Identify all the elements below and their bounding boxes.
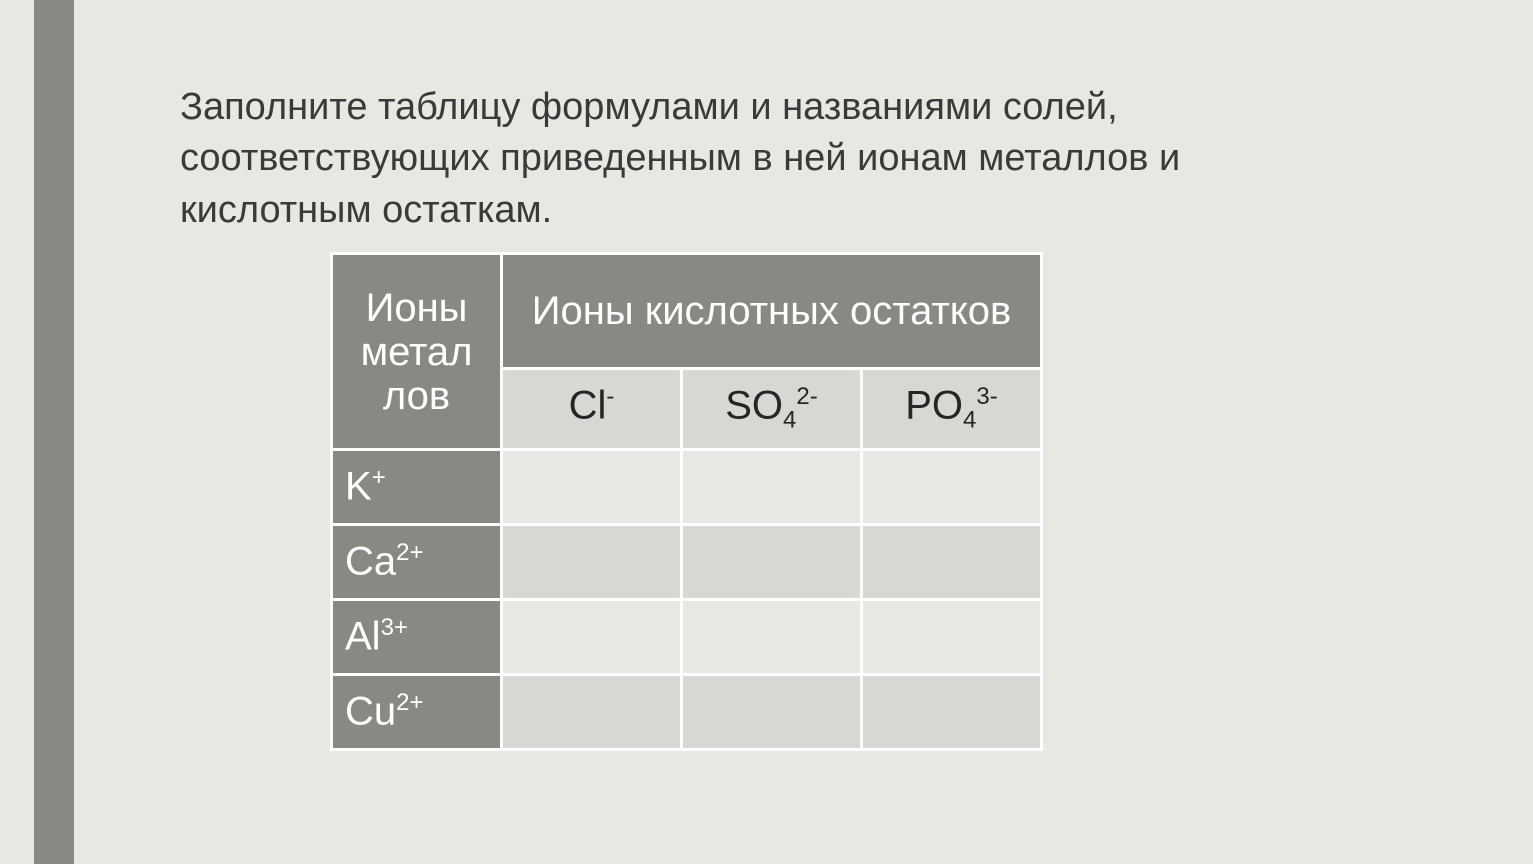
table-cell (682, 450, 862, 525)
ion-sup: - (606, 383, 614, 410)
table-cell (682, 600, 862, 675)
ion-sub: 4 (783, 407, 796, 434)
slide-prompt: Заполните таблицу формулами и названиями… (180, 82, 1380, 236)
ion-sup: + (372, 464, 386, 491)
ion-sub: 4 (963, 407, 976, 434)
table-cell (502, 600, 682, 675)
ion-base: Al (345, 615, 381, 659)
ion-base: Cl (569, 384, 607, 428)
table-cell (682, 675, 862, 750)
ion-base: PO (905, 384, 963, 428)
header-anion-po4: PO43- (862, 369, 1042, 450)
header-anion-cl: Cl- (502, 369, 682, 450)
table-cell (862, 450, 1042, 525)
slide: Заполните таблицу формулами и названиями… (0, 0, 1533, 864)
ion-base: SO (725, 384, 783, 428)
header-acid-ions: Ионы кислотных остатков (502, 254, 1042, 369)
row-label-al: Al3+ (332, 600, 502, 675)
ion-sup: 2- (796, 383, 817, 410)
row-label-k: K+ (332, 450, 502, 525)
table-cell (502, 675, 682, 750)
table-cell (862, 600, 1042, 675)
ion-sup: 3+ (381, 614, 408, 641)
ion-table: Ионы метал лов Ионы кислотных остатков C… (330, 252, 1043, 751)
accent-bar (34, 0, 74, 864)
ion-base: Ca (345, 540, 396, 584)
header-anion-so4: SO42- (682, 369, 862, 450)
table-cell (502, 525, 682, 600)
ion-sup: 3- (976, 383, 997, 410)
header-acid-ions-label: Ионы кислотных остатков (532, 289, 1011, 333)
row-label-ca: Ca2+ (332, 525, 502, 600)
table-cell (862, 525, 1042, 600)
header-metal-ions: Ионы метал лов (332, 254, 502, 450)
ion-sup: 2+ (396, 689, 423, 716)
table-cell (862, 675, 1042, 750)
table-cell (502, 450, 682, 525)
table-cell (682, 525, 862, 600)
ion-base: Cu (345, 690, 396, 734)
ion-base: K (345, 465, 372, 509)
header-metal-ions-label: Ионы метал лов (361, 286, 473, 418)
row-label-cu: Cu2+ (332, 675, 502, 750)
ion-sup: 2+ (396, 539, 423, 566)
